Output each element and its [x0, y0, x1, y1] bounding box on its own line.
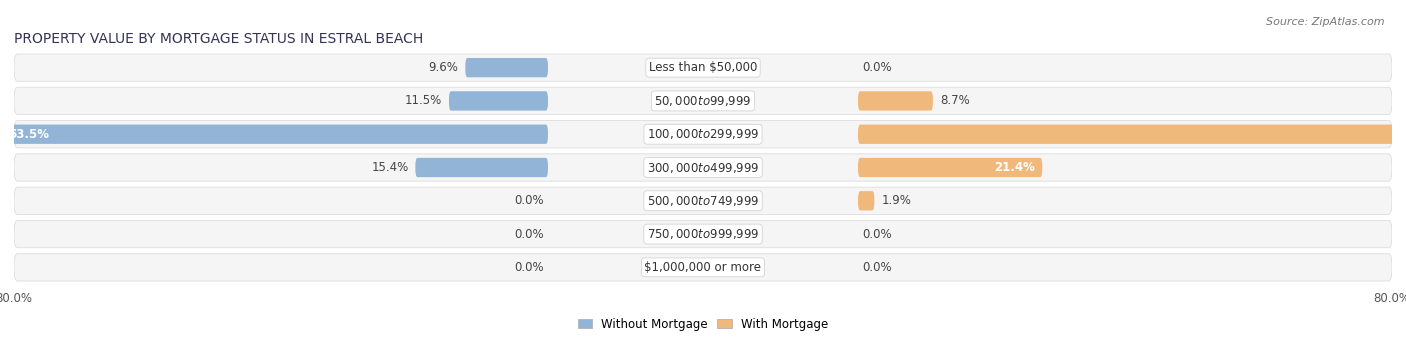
Text: PROPERTY VALUE BY MORTGAGE STATUS IN ESTRAL BEACH: PROPERTY VALUE BY MORTGAGE STATUS IN EST…	[14, 32, 423, 46]
Text: 0.0%: 0.0%	[862, 61, 891, 74]
Text: $100,000 to $299,999: $100,000 to $299,999	[647, 127, 759, 141]
Text: $750,000 to $999,999: $750,000 to $999,999	[647, 227, 759, 241]
Text: 9.6%: 9.6%	[429, 61, 458, 74]
Text: $50,000 to $99,999: $50,000 to $99,999	[654, 94, 752, 108]
FancyBboxPatch shape	[415, 158, 548, 177]
Text: $300,000 to $499,999: $300,000 to $499,999	[647, 160, 759, 174]
FancyBboxPatch shape	[858, 124, 1406, 144]
FancyBboxPatch shape	[14, 154, 1392, 181]
FancyBboxPatch shape	[449, 91, 548, 110]
FancyBboxPatch shape	[465, 58, 548, 77]
FancyBboxPatch shape	[858, 91, 934, 110]
Text: 0.0%: 0.0%	[515, 261, 544, 274]
Text: 0.0%: 0.0%	[862, 261, 891, 274]
FancyBboxPatch shape	[14, 54, 1392, 81]
FancyBboxPatch shape	[858, 191, 875, 210]
Text: $1,000,000 or more: $1,000,000 or more	[644, 261, 762, 274]
Text: 11.5%: 11.5%	[405, 95, 441, 107]
Text: 8.7%: 8.7%	[939, 95, 970, 107]
Text: 0.0%: 0.0%	[515, 227, 544, 241]
Legend: Without Mortgage, With Mortgage: Without Mortgage, With Mortgage	[574, 313, 832, 336]
FancyBboxPatch shape	[14, 254, 1392, 281]
Text: 0.0%: 0.0%	[515, 194, 544, 207]
FancyBboxPatch shape	[14, 220, 1392, 248]
FancyBboxPatch shape	[14, 87, 1392, 115]
Text: 63.5%: 63.5%	[8, 128, 49, 141]
Text: 68.0%: 68.0%	[1396, 128, 1406, 141]
FancyBboxPatch shape	[14, 187, 1392, 215]
Text: $500,000 to $749,999: $500,000 to $749,999	[647, 194, 759, 208]
FancyBboxPatch shape	[14, 121, 1392, 148]
Text: 0.0%: 0.0%	[862, 227, 891, 241]
Text: 21.4%: 21.4%	[994, 161, 1035, 174]
FancyBboxPatch shape	[1, 124, 548, 144]
Text: 15.4%: 15.4%	[371, 161, 409, 174]
Text: Source: ZipAtlas.com: Source: ZipAtlas.com	[1267, 17, 1385, 27]
FancyBboxPatch shape	[858, 158, 1042, 177]
Text: 1.9%: 1.9%	[882, 194, 911, 207]
Text: Less than $50,000: Less than $50,000	[648, 61, 758, 74]
